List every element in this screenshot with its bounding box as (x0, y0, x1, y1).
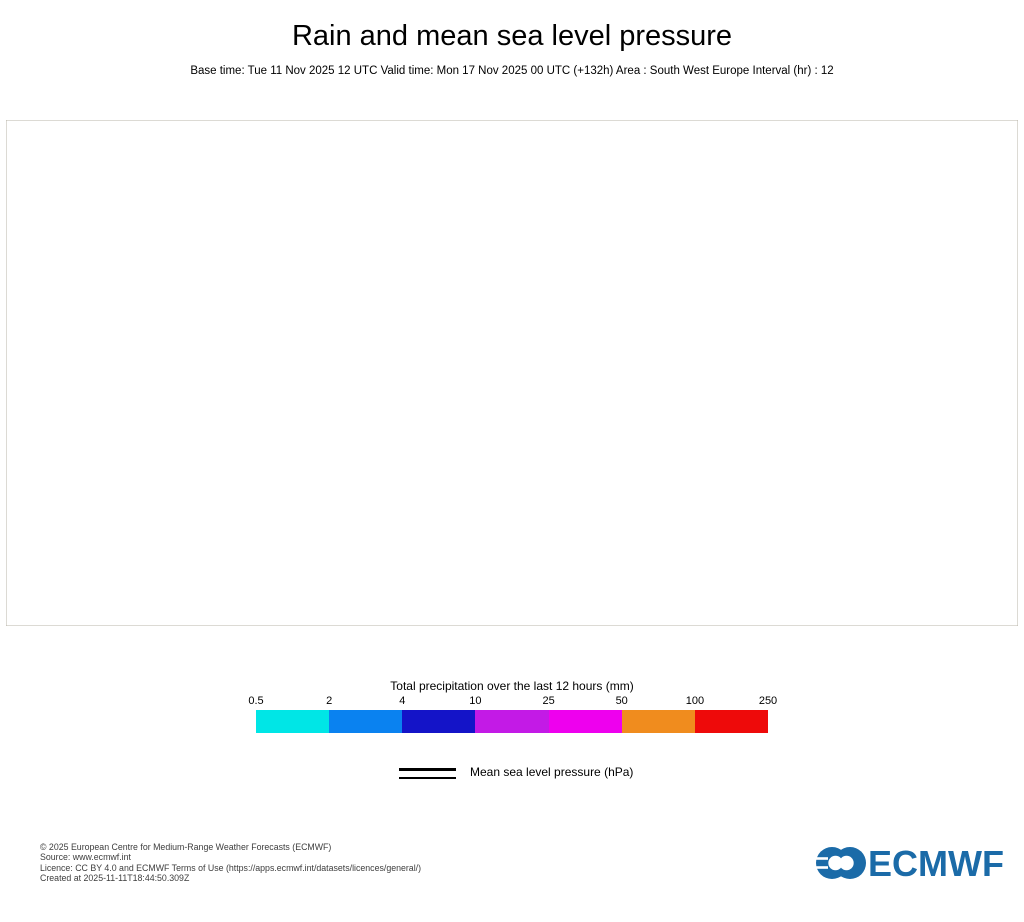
svg-text:ECMWF: ECMWF (868, 846, 1004, 884)
